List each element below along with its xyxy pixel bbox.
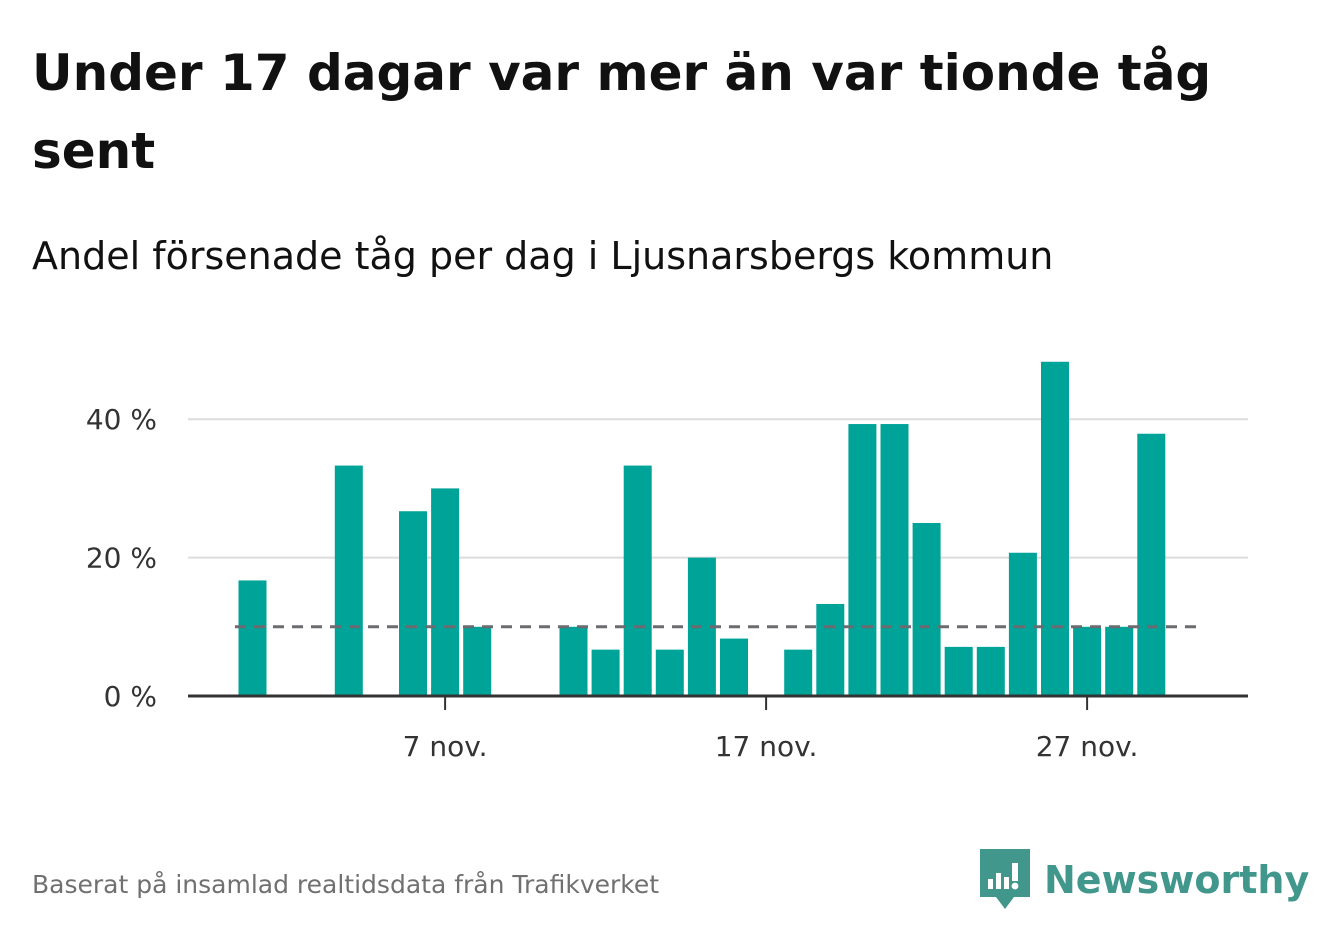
- brand-name: Newsworthy: [1044, 858, 1310, 902]
- y-tick-label: 40 %: [86, 403, 157, 436]
- bar: [238, 580, 267, 696]
- source-note: Baserat på insamlad realtidsdata från Tr…: [32, 870, 660, 899]
- bar: [912, 523, 941, 696]
- bar: [880, 424, 909, 696]
- y-tick-label: 0 %: [104, 680, 157, 713]
- x-tick-label: 7 nov.: [403, 730, 488, 763]
- bar: [334, 465, 363, 696]
- bar: [623, 465, 652, 696]
- bar: [559, 626, 588, 696]
- bar: [655, 649, 684, 696]
- brand-logo[interactable]: Newsworthy: [980, 848, 1309, 912]
- bar: [816, 603, 845, 696]
- bar: [1105, 626, 1134, 696]
- chart-subtitle: Andel försenade tåg per dag i Ljusnarsbe…: [32, 234, 1054, 278]
- bar: [848, 424, 877, 696]
- bar: [976, 646, 1005, 696]
- bar: [944, 646, 973, 696]
- bar: [431, 488, 460, 696]
- bar: [720, 638, 748, 696]
- bar: [1137, 433, 1166, 696]
- bar: [1041, 361, 1069, 696]
- x-tick-label: 27 nov.: [1036, 730, 1139, 763]
- chart-title: Under 17 dagar var mer än var tionde tåg…: [32, 44, 1212, 180]
- bars: [238, 361, 1166, 696]
- bar-chart: 0 % 20 % 40 % 7 nov. 17 nov. 27 nov.: [86, 361, 1248, 763]
- gridlines: [188, 418, 1248, 559]
- axes: 0 % 20 % 40 % 7 nov. 17 nov. 27 nov.: [86, 403, 1248, 763]
- x-tick-label: 17 nov.: [715, 730, 818, 763]
- bar: [1008, 552, 1037, 696]
- bar: [784, 649, 813, 696]
- bar: [463, 626, 492, 696]
- bar: [1073, 626, 1102, 696]
- bar: [399, 511, 427, 696]
- newsworthy-logo-icon: [980, 849, 1030, 909]
- y-tick-label: 20 %: [86, 542, 157, 575]
- bar: [591, 649, 620, 696]
